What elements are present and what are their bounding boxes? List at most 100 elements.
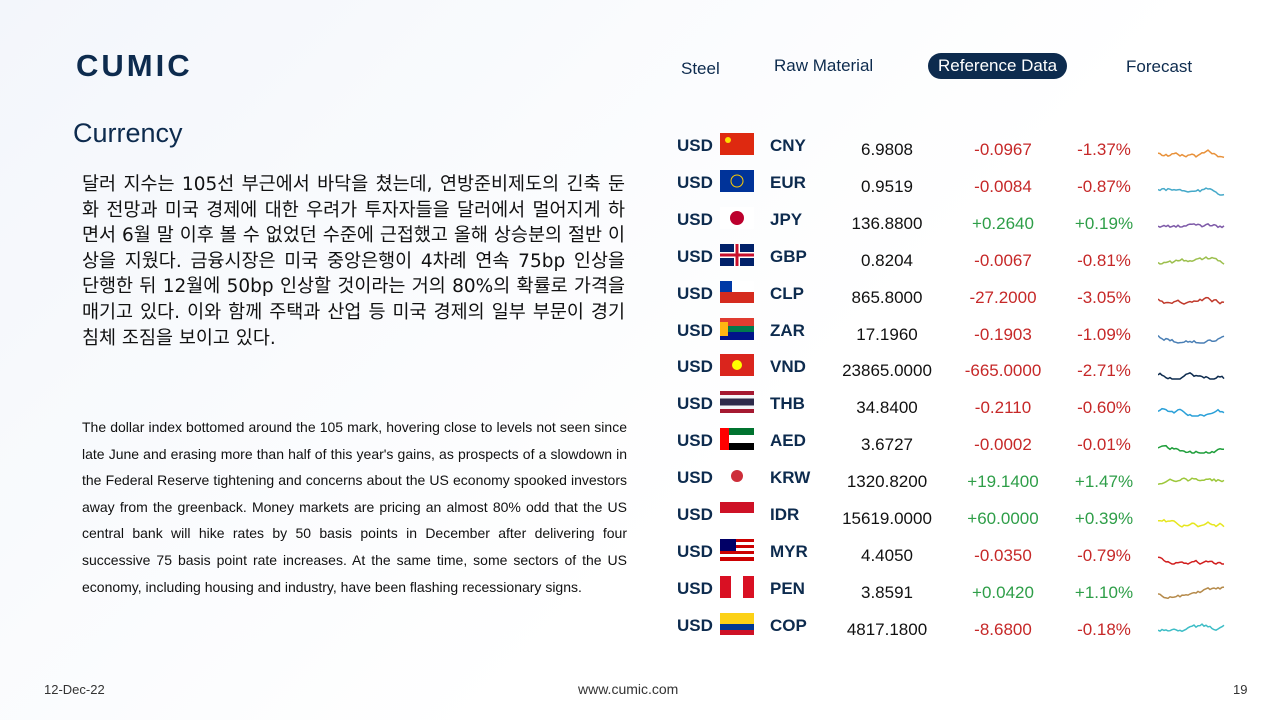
change: -665.0000 (964, 361, 1042, 381)
flag-part (720, 575, 731, 598)
change: -0.1903 (974, 324, 1032, 344)
sparkline (1158, 222, 1225, 229)
sparkline (1158, 255, 1225, 265)
rate: 4.4050 (861, 545, 913, 565)
rate: 4817.1800 (846, 619, 928, 639)
change: -27.2000 (969, 287, 1037, 307)
rate: 136.8800 (851, 213, 923, 233)
quote: IDR (770, 505, 800, 524)
currency-row: USD VND 23865.0000 -665.0000 -2.71% (660, 349, 1240, 385)
quote: JPY (770, 209, 803, 229)
pct: -2.71% (1077, 361, 1131, 381)
rate: 3.6727 (861, 435, 913, 455)
sparkline (1158, 586, 1225, 599)
flag (720, 206, 754, 229)
flag-part (720, 623, 754, 630)
footer-date: 12-Dec-22 (44, 682, 105, 697)
sparkline (1158, 477, 1225, 486)
sparkline-path (1158, 408, 1225, 418)
flag-part (720, 502, 754, 513)
quote: MYR (770, 541, 808, 561)
change: +0.2640 (972, 213, 1034, 233)
currency-row: USD CLP 865.8000 -27.2000 -3.05% (660, 276, 1240, 312)
flag (720, 317, 754, 340)
flag (720, 575, 754, 598)
rate: 1320.8200 (846, 472, 928, 492)
quote: COP (770, 615, 807, 635)
currency-row: USD ZAR 17.1960 -0.1903 -1.09% (660, 313, 1240, 349)
flag-part (720, 428, 754, 436)
base: USD (677, 172, 713, 192)
flag (720, 502, 754, 524)
flag-part (720, 538, 736, 551)
sparkline-path (1158, 187, 1225, 196)
flag-part (720, 547, 754, 551)
flag (720, 243, 754, 266)
sparkline-path (1158, 222, 1225, 229)
flag-part (720, 612, 754, 624)
base: USD (677, 394, 713, 414)
quote: CNY (770, 136, 806, 155)
flag-part (731, 575, 743, 598)
pct: -3.05% (1077, 287, 1131, 307)
pct: -0.81% (1077, 250, 1131, 270)
currency-row: USD PEN 3.8591 +0.0420 +1.10% (660, 571, 1240, 607)
sparkline (1158, 334, 1225, 344)
flag-part (720, 291, 754, 303)
pct: -0.01% (1077, 435, 1131, 455)
currency-row: USD CNY 6.9808 -0.0967 -1.37% (660, 128, 1240, 164)
sparkline-path (1158, 518, 1225, 528)
english-paragraph: The dollar index bottomed around the 105… (82, 419, 627, 595)
sparkline (1158, 518, 1225, 528)
flag-part (720, 513, 754, 524)
sparkline-path (1158, 149, 1225, 159)
sparkline (1158, 445, 1225, 454)
pct: -0.87% (1077, 176, 1131, 196)
base: USD (677, 578, 713, 598)
pct: +1.47% (1074, 472, 1134, 492)
change: -0.0350 (974, 545, 1032, 565)
base: USD (677, 431, 713, 451)
base: USD (677, 136, 713, 155)
base: USD (677, 209, 713, 229)
sparkline-path (1158, 296, 1225, 305)
flag (720, 354, 754, 377)
sparkline (1158, 187, 1225, 196)
base: USD (677, 505, 713, 524)
sparkline-path (1158, 586, 1225, 599)
base: USD (677, 357, 713, 377)
sparkline-path (1158, 556, 1224, 565)
sparkline (1158, 149, 1225, 159)
pct: -1.09% (1077, 324, 1131, 344)
nav-item[interactable]: Forecast (1126, 57, 1193, 76)
change: -0.2110 (974, 398, 1032, 418)
rate: 865.8000 (851, 287, 923, 307)
flag-part (720, 133, 754, 155)
rate: 6.9808 (861, 140, 913, 159)
rate: 3.8591 (861, 582, 913, 602)
nav-item[interactable]: Raw Material (774, 56, 874, 75)
flag-part (720, 321, 728, 336)
flag (720, 169, 754, 192)
flag (720, 538, 754, 561)
nav-item-active[interactable]: Reference Data (928, 53, 1068, 79)
flag-part (731, 470, 743, 483)
flag-part (720, 629, 754, 635)
pct: -0.60% (1077, 398, 1131, 418)
pct: -0.18% (1077, 619, 1131, 639)
pct: -1.37% (1077, 140, 1131, 159)
change: -0.0967 (974, 140, 1032, 159)
currency-row: USD EUR 0.9519 -0.0084 -0.87% (660, 165, 1240, 201)
flag (720, 133, 754, 155)
nav-item[interactable]: Steel (681, 59, 720, 78)
currency-row: USD KRW 1320.8200 +19.1400 +1.47% (660, 460, 1240, 496)
change: -0.0067 (974, 250, 1032, 270)
pct: +0.39% (1074, 509, 1134, 528)
rate: 15619.0000 (842, 509, 932, 528)
sparkline-path (1158, 255, 1225, 265)
sparkline (1158, 296, 1225, 305)
flag-part (730, 210, 744, 225)
currency-row: USD MYR 4.4050 -0.0350 -0.79% (660, 534, 1240, 570)
flag-part (720, 280, 732, 292)
